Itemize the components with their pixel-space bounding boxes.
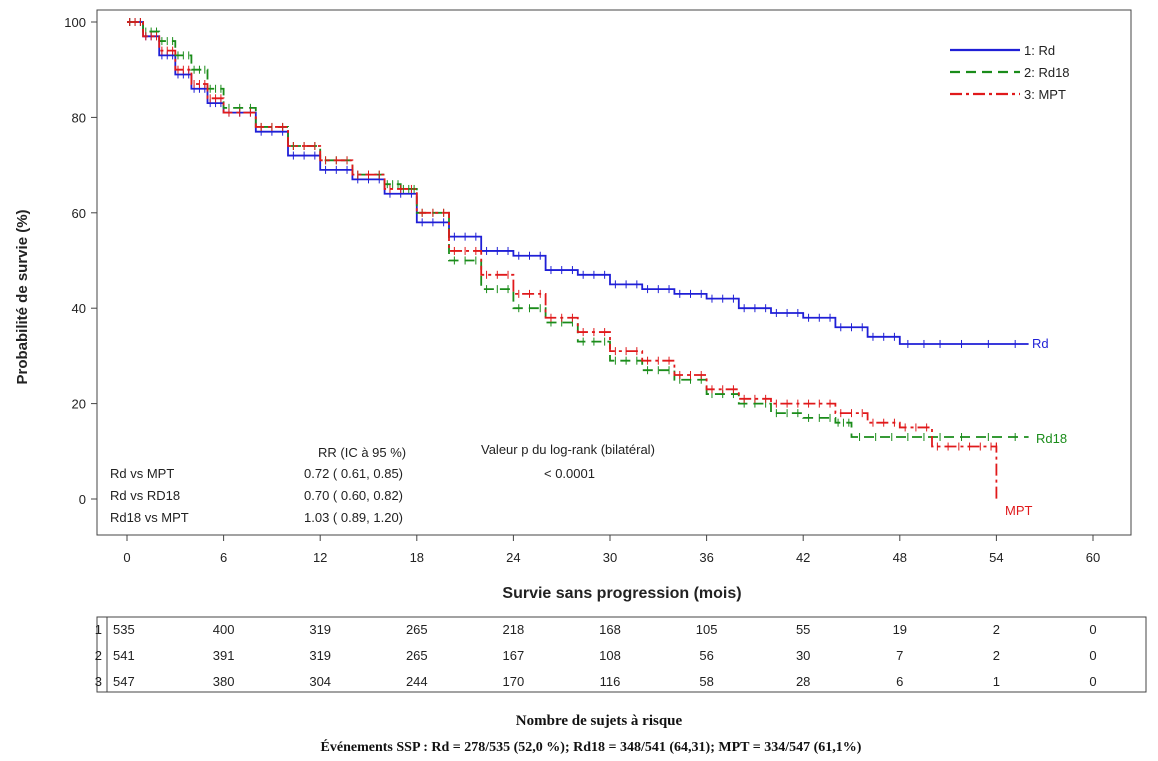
risk-cell: 541 [113, 648, 135, 663]
x-tick-label: 54 [989, 550, 1003, 565]
risk-cell: 167 [503, 648, 525, 663]
censor-marks [129, 18, 1016, 451]
x-tick-label: 18 [410, 550, 424, 565]
risk-cell: 7 [896, 648, 903, 663]
risk-cell: 30 [796, 648, 810, 663]
risk-cell: 319 [309, 648, 331, 663]
stats-row-rr: 0.70 ( 0.60, 0.82) [304, 488, 403, 503]
y-tick-label: 80 [72, 110, 86, 125]
x-tick-label: 60 [1086, 550, 1100, 565]
risk-cell: 108 [599, 648, 621, 663]
risk-cell: 391 [213, 648, 235, 663]
risk-cell: 535 [113, 622, 135, 637]
axis-ticks: 0 6 12 18 24 30 36 42 48 54 60 0 20 40 60 80 100 [64, 15, 1100, 565]
legend-label-mpt: 3: MPT [1024, 87, 1066, 102]
y-tick-label: 20 [72, 397, 86, 412]
risk-cell: 400 [213, 622, 235, 637]
end-label-rd: Rd [1032, 336, 1049, 351]
y-tick-label: 40 [72, 301, 86, 316]
y-axis-label: Probabilité de survie (%) [14, 209, 31, 384]
x-tick-label: 36 [699, 550, 713, 565]
risk-cell: 6 [896, 674, 903, 689]
plot-frame [96, 9, 1132, 536]
risk-cell: 1 [993, 674, 1000, 689]
risk-cell: 304 [309, 674, 331, 689]
stats-row-rr: 0.72 ( 0.61, 0.85) [304, 466, 403, 481]
risk-cell: 0 [1089, 622, 1096, 637]
risk-row-id: 3 [95, 674, 102, 689]
risk-cell: 547 [113, 674, 135, 689]
risk-cell: 55 [796, 622, 810, 637]
risk-cell: 105 [696, 622, 718, 637]
risk-cell: 58 [699, 674, 713, 689]
survival-curves [127, 21, 1029, 499]
risk-cell: 2 [993, 622, 1000, 637]
x-axis-label: Survie sans progression (mois) [502, 585, 741, 602]
stats-row-label: Rd18 vs MPT [110, 510, 189, 525]
risk-row-id: 2 [95, 648, 102, 663]
stats-row-label: Rd vs MPT [110, 466, 174, 481]
curve-rd18 [127, 21, 1029, 438]
stats-header-rr: RR (IC à 95 %) [318, 445, 406, 460]
legend-label-rd: 1: Rd [1024, 43, 1055, 58]
end-label-mpt: MPT [1005, 503, 1033, 518]
x-tick-label: 48 [893, 550, 907, 565]
stats-row-label: Rd vs RD18 [110, 488, 180, 503]
risk-table: 1 535 400 319 265 218 168 105 55 19 2 02 541 391 319 26… [95, 616, 1147, 693]
x-tick-label: 30 [603, 550, 617, 565]
risk-cell: 116 [600, 674, 621, 689]
risk-cell: 2 [993, 648, 1000, 663]
risk-cell: 265 [406, 622, 428, 637]
y-tick-label: 60 [72, 206, 86, 221]
risk-cell: 170 [503, 674, 525, 689]
risk-cell: 28 [796, 674, 810, 689]
risk-cell: 0 [1089, 648, 1096, 663]
x-tick-label: 6 [220, 550, 227, 565]
curve-mpt [127, 21, 998, 499]
y-tick-label: 100 [64, 15, 86, 30]
risk-cell: 319 [309, 622, 331, 637]
legend: 1: Rd 2: Rd18 3: MPT [950, 43, 1070, 102]
risk-cell: 265 [406, 648, 428, 663]
stats-row-p: < 0.0001 [544, 466, 595, 481]
risk-row-id: 1 [95, 622, 102, 637]
risk-cell: 56 [699, 648, 713, 663]
stats-table: RR (IC à 95 %) Valeur p du log-rank (bil… [110, 442, 655, 525]
x-tick-label: 42 [796, 550, 810, 565]
stats-header-p: Valeur p du log-rank (bilatéral) [481, 442, 655, 457]
risk-table-frame [96, 616, 1147, 693]
x-tick-label: 24 [506, 550, 520, 565]
footnote: Événements SSP : Rd = 278/535 (52,0 %); … [321, 738, 862, 755]
legend-label-rd18: 2: Rd18 [1024, 65, 1070, 80]
risk-cell: 218 [503, 622, 525, 637]
curve-rd [127, 21, 1029, 345]
stats-row-rr: 1.03 ( 0.89, 1.20) [304, 510, 403, 525]
risk-cell: 19 [893, 622, 907, 637]
risk-cell: 244 [406, 674, 428, 689]
x-tick-label: 12 [313, 550, 327, 565]
x-tick-label: 0 [123, 550, 130, 565]
risk-cell: 168 [599, 622, 621, 637]
risk-cell: 0 [1089, 674, 1096, 689]
risk-table-title: Nombre de sujets à risque [516, 713, 683, 729]
risk-cell: 380 [213, 674, 235, 689]
y-tick-label: 0 [79, 492, 86, 507]
end-label-rd18: Rd18 [1036, 431, 1067, 446]
